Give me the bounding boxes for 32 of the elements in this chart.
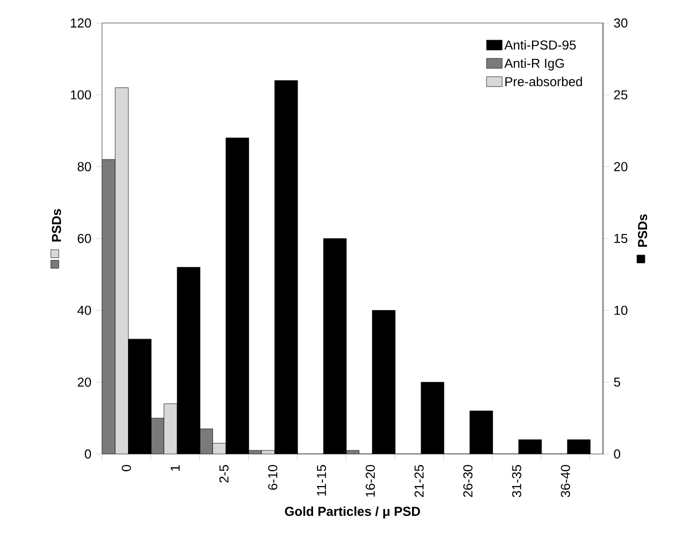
y-tick-label: 120 <box>70 18 91 28</box>
x-tick-label: 21-25 <box>414 465 424 497</box>
x-tick-label: 16-20 <box>366 465 375 497</box>
legend-label: Anti-R IgG <box>504 58 564 70</box>
x-tick-label: 31-35 <box>512 465 522 498</box>
y2-tick-label: 15 <box>614 234 628 244</box>
legend-label: Pre-absorbed <box>505 76 582 86</box>
bar <box>115 88 128 454</box>
y2-tick-label: 10 <box>614 306 628 315</box>
y2-tick-label: 20 <box>614 162 628 172</box>
y2-tick-label: 0 <box>614 449 620 459</box>
x-tick-label: 6-10 <box>268 465 278 490</box>
y-axis-title: PSDs <box>52 209 62 242</box>
x-tick-label: 36-40 <box>560 465 570 498</box>
y2-tick-label: 30 <box>614 18 628 28</box>
y-tick-label: 40 <box>77 306 92 315</box>
y-tick-label: 20 <box>78 378 92 387</box>
x-axis-title: Gold Particles / μ PSD <box>285 506 420 518</box>
y-tick-label: 100 <box>70 90 91 100</box>
y-tick-label: 60 <box>78 234 92 244</box>
legend-label: Anti-PSD-95 <box>504 40 576 50</box>
bar <box>164 404 178 454</box>
x-tick-label: 2-5 <box>219 465 229 483</box>
y2-axis-title: PSDs <box>638 214 648 247</box>
y2-tick-label: 25 <box>614 90 628 100</box>
x-tick-label: 0 <box>122 464 131 472</box>
y-tick-label: 80 <box>78 162 92 172</box>
x-tick-label: 1 <box>170 465 180 471</box>
x-tick-label: 11-15 <box>317 465 326 496</box>
y-tick-label: 0 <box>84 449 92 459</box>
x-tick-label: 26-30 <box>463 465 472 497</box>
y2-tick-label: 5 <box>614 378 620 387</box>
